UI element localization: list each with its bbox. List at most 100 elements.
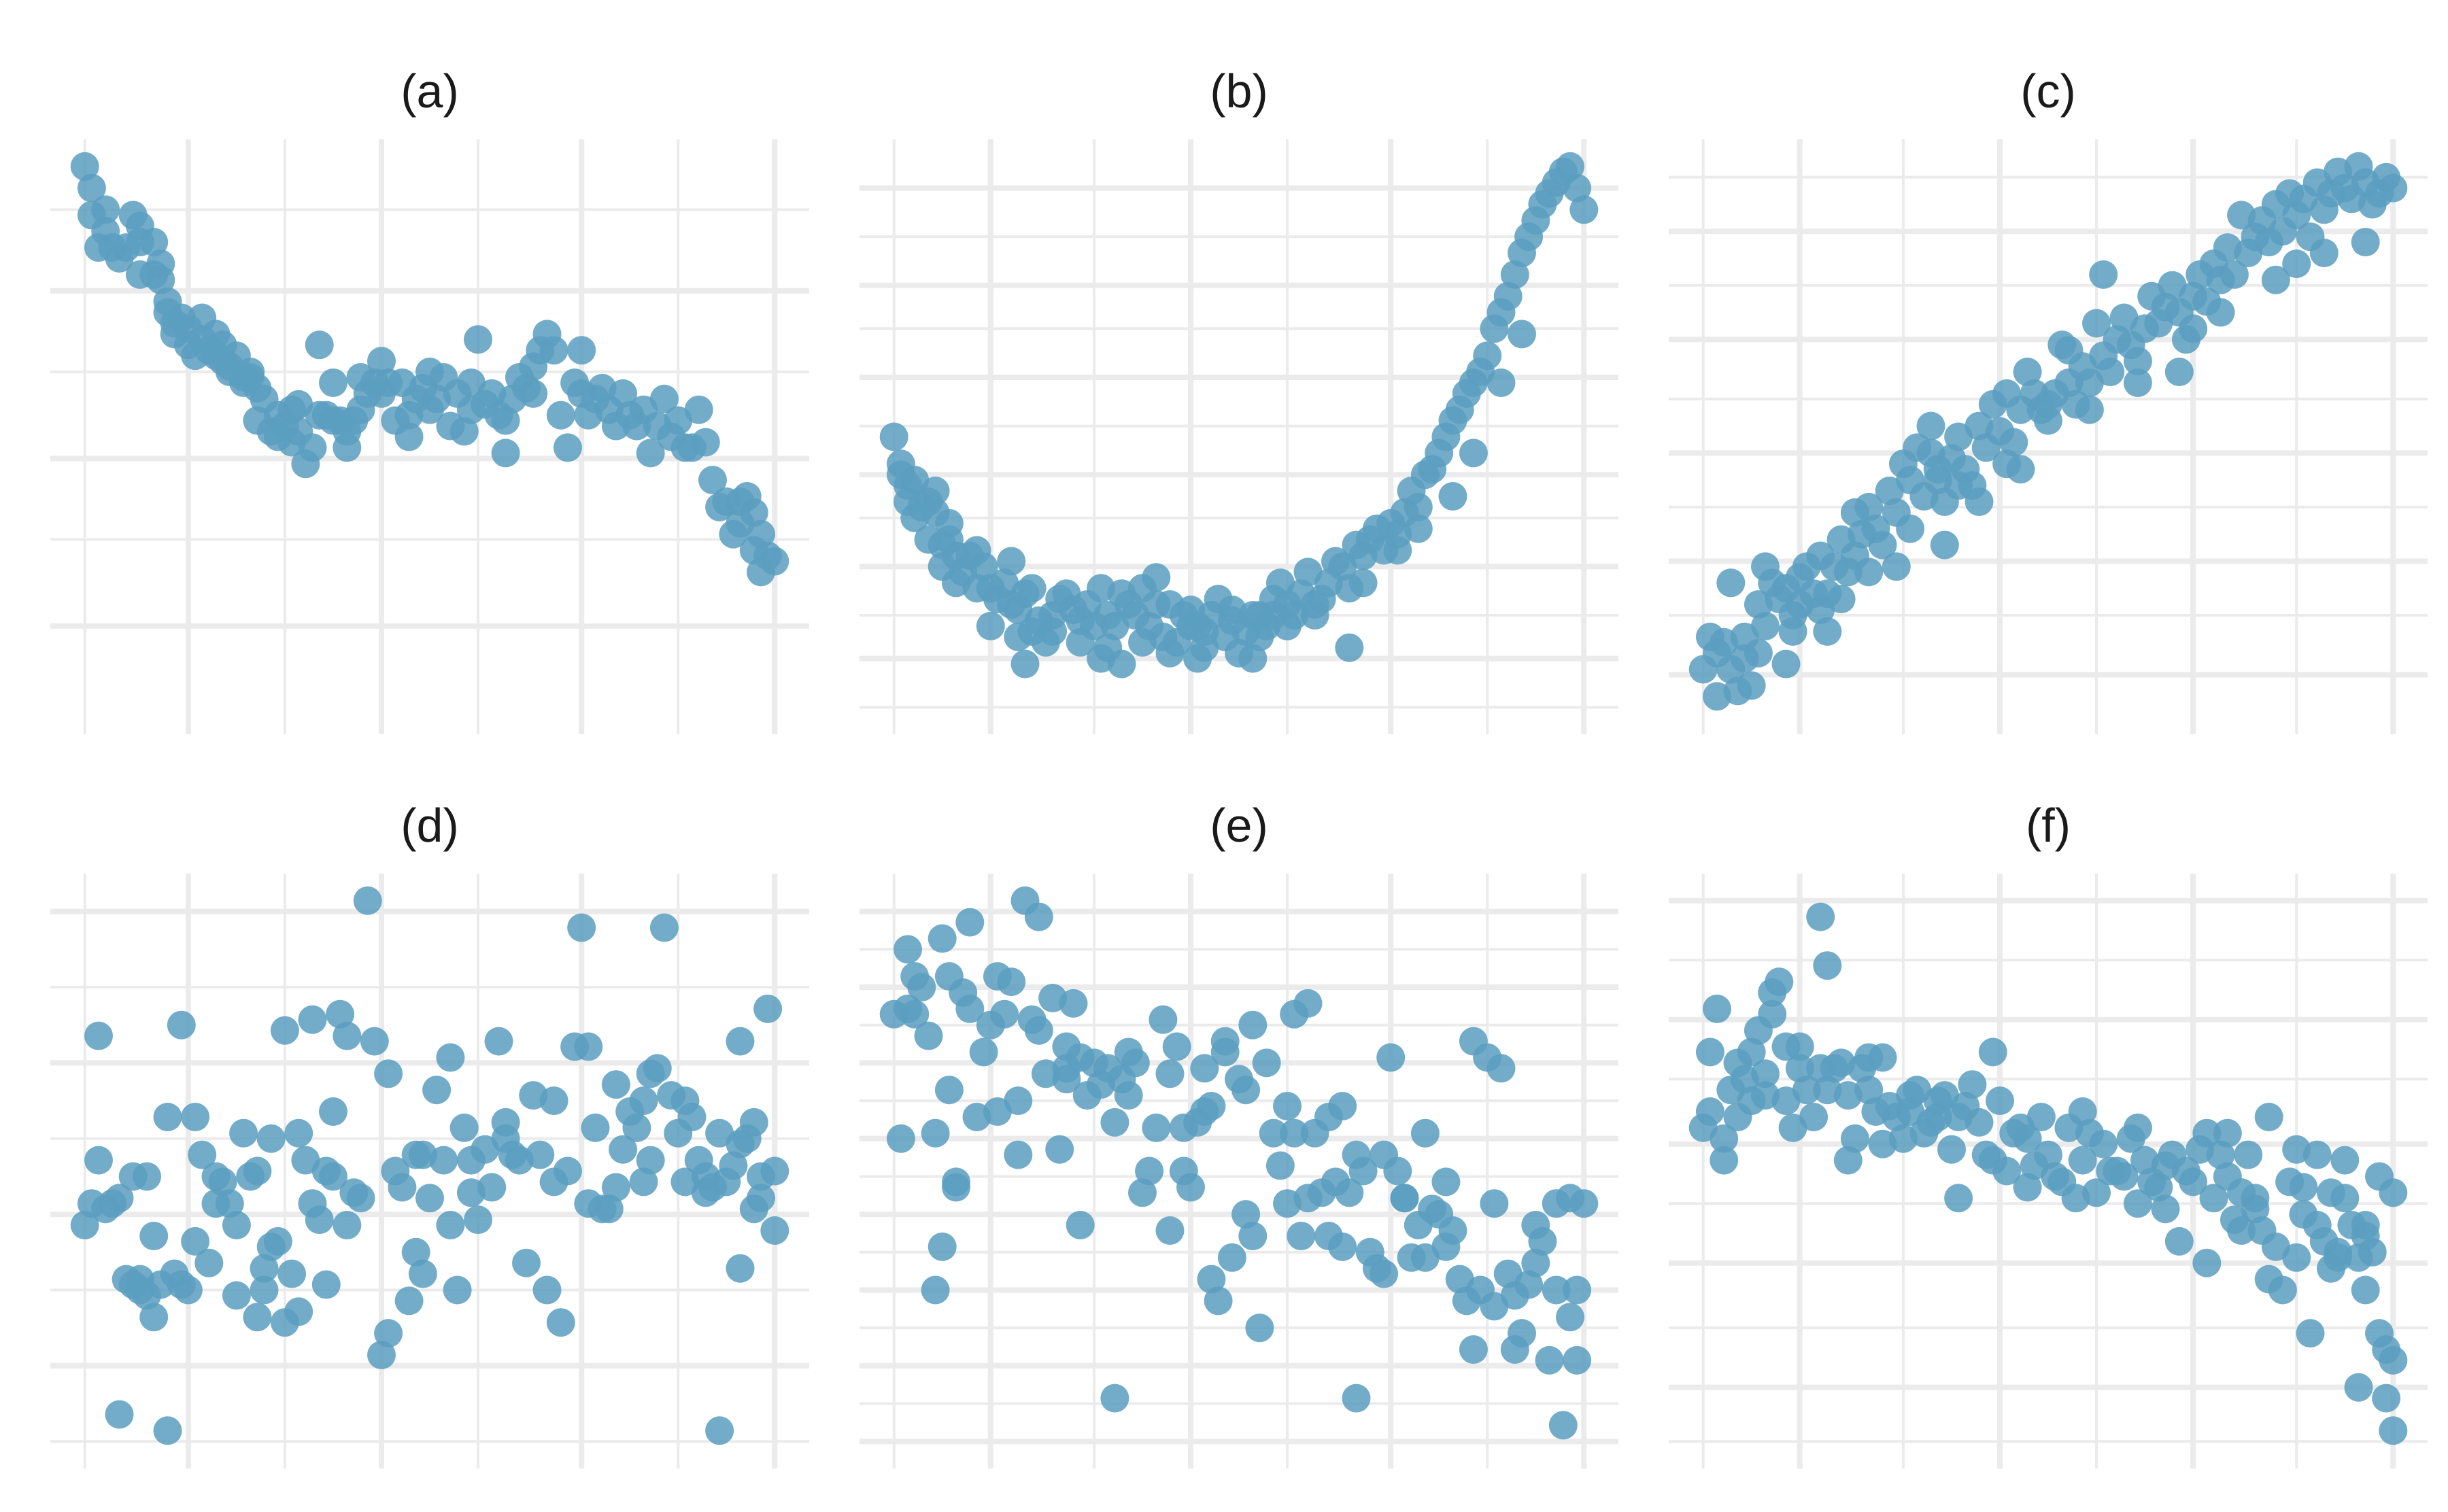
data-point: [976, 611, 1005, 640]
data-point: [436, 1043, 465, 1072]
data-point: [2358, 1237, 2387, 1267]
data-point: [1245, 601, 1274, 630]
data-point: [1937, 1135, 1966, 1164]
data-point: [1100, 1107, 1129, 1137]
data-point: [581, 1113, 610, 1142]
data-point: [1176, 1173, 1205, 1202]
data-point: [1508, 1319, 1536, 1348]
data-point: [2006, 455, 2035, 484]
data-point: [105, 1184, 134, 1213]
data-point: [84, 1146, 113, 1175]
data-point: [1142, 1113, 1171, 1142]
data-point: [1176, 611, 1205, 640]
data-point: [1038, 617, 1068, 646]
data-point: [2296, 1319, 2325, 1348]
data-point: [969, 552, 998, 581]
data-point: [601, 1173, 630, 1202]
data-point: [921, 1118, 950, 1148]
data-point: [277, 1259, 307, 1288]
data-point: [1965, 487, 1994, 516]
data-point: [429, 1146, 458, 1175]
data-point: [1999, 428, 2028, 457]
data-point: [456, 1178, 486, 1207]
data-point: [464, 325, 492, 354]
data-point: [1024, 902, 1053, 931]
data-point: [1017, 617, 1047, 646]
data-point: [1930, 530, 1959, 560]
data-point: [2151, 1151, 2180, 1180]
panel-c-points: [1688, 152, 2408, 711]
data-point: [526, 1140, 555, 1169]
data-point: [2013, 1124, 2042, 1153]
data-point: [1135, 1156, 1164, 1186]
data-point: [1121, 1048, 1150, 1078]
data-point: [401, 1140, 430, 1169]
data-point: [622, 1113, 651, 1142]
data-point: [2013, 1173, 2042, 1202]
data-point: [955, 994, 985, 1023]
data-point: [649, 384, 679, 413]
data-point: [1066, 1211, 1095, 1239]
data-point: [1508, 320, 1536, 349]
data-point: [997, 590, 1026, 619]
data-point: [1259, 1118, 1288, 1148]
data-point: [2206, 298, 2235, 327]
panel-b-points: [879, 152, 1599, 678]
data-point: [1480, 1189, 1509, 1218]
data-point: [1300, 601, 1329, 630]
data-point: [1744, 638, 1773, 668]
data-point: [2227, 1216, 2256, 1245]
data-point: [2164, 1226, 2194, 1256]
panel-d-title: (d): [401, 799, 459, 852]
data-point: [2034, 390, 2062, 419]
data-point: [1535, 1345, 1564, 1375]
data-point: [1024, 1016, 1053, 1045]
data-point: [2013, 358, 2042, 386]
data-point: [367, 347, 396, 376]
data-point: [2365, 1319, 2394, 1348]
data-point: [1944, 1184, 1973, 1213]
data-point: [2379, 173, 2408, 203]
data-point: [546, 1308, 575, 1337]
data-point: [1563, 1275, 1592, 1305]
data-point: [367, 1341, 396, 1369]
data-point: [601, 1070, 630, 1099]
data-point: [2096, 358, 2125, 386]
data-point: [1710, 1124, 1739, 1153]
data-point: [305, 1205, 334, 1235]
data-point: [443, 1275, 472, 1305]
panel-a: (a): [50, 65, 809, 734]
data-point: [512, 1248, 541, 1277]
panel-f: (f): [1669, 799, 2428, 1468]
panel-c-title: (c): [2020, 65, 2076, 118]
data-point: [1114, 1081, 1143, 1110]
data-point: [2123, 347, 2152, 376]
data-point: [208, 1167, 237, 1197]
data-point: [2075, 395, 2104, 424]
data-point: [298, 1005, 327, 1034]
panel-f-title: (f): [2026, 799, 2071, 852]
data-point: [1806, 902, 1835, 931]
data-point: [1238, 644, 1268, 673]
data-point: [739, 1195, 768, 1224]
data-point: [1813, 617, 1842, 646]
data-point: [353, 886, 382, 915]
data-point: [2179, 314, 2208, 343]
data-point: [2234, 1140, 2263, 1169]
data-point: [139, 228, 169, 257]
data-point: [146, 250, 175, 278]
data-point: [449, 1113, 479, 1142]
data-point: [532, 1275, 562, 1305]
data-point: [1716, 568, 1746, 598]
data-point: [574, 1032, 603, 1061]
data-point: [1155, 1059, 1185, 1088]
data-point: [1569, 195, 1599, 224]
data-point: [1556, 1303, 1584, 1332]
data-point: [1882, 552, 1911, 581]
data-point: [1059, 989, 1088, 1018]
data-point: [2351, 228, 2380, 257]
data-point: [2109, 1162, 2139, 1191]
data-point: [1066, 606, 1095, 635]
data-point: [1792, 1076, 1821, 1105]
data-point: [374, 1059, 403, 1088]
